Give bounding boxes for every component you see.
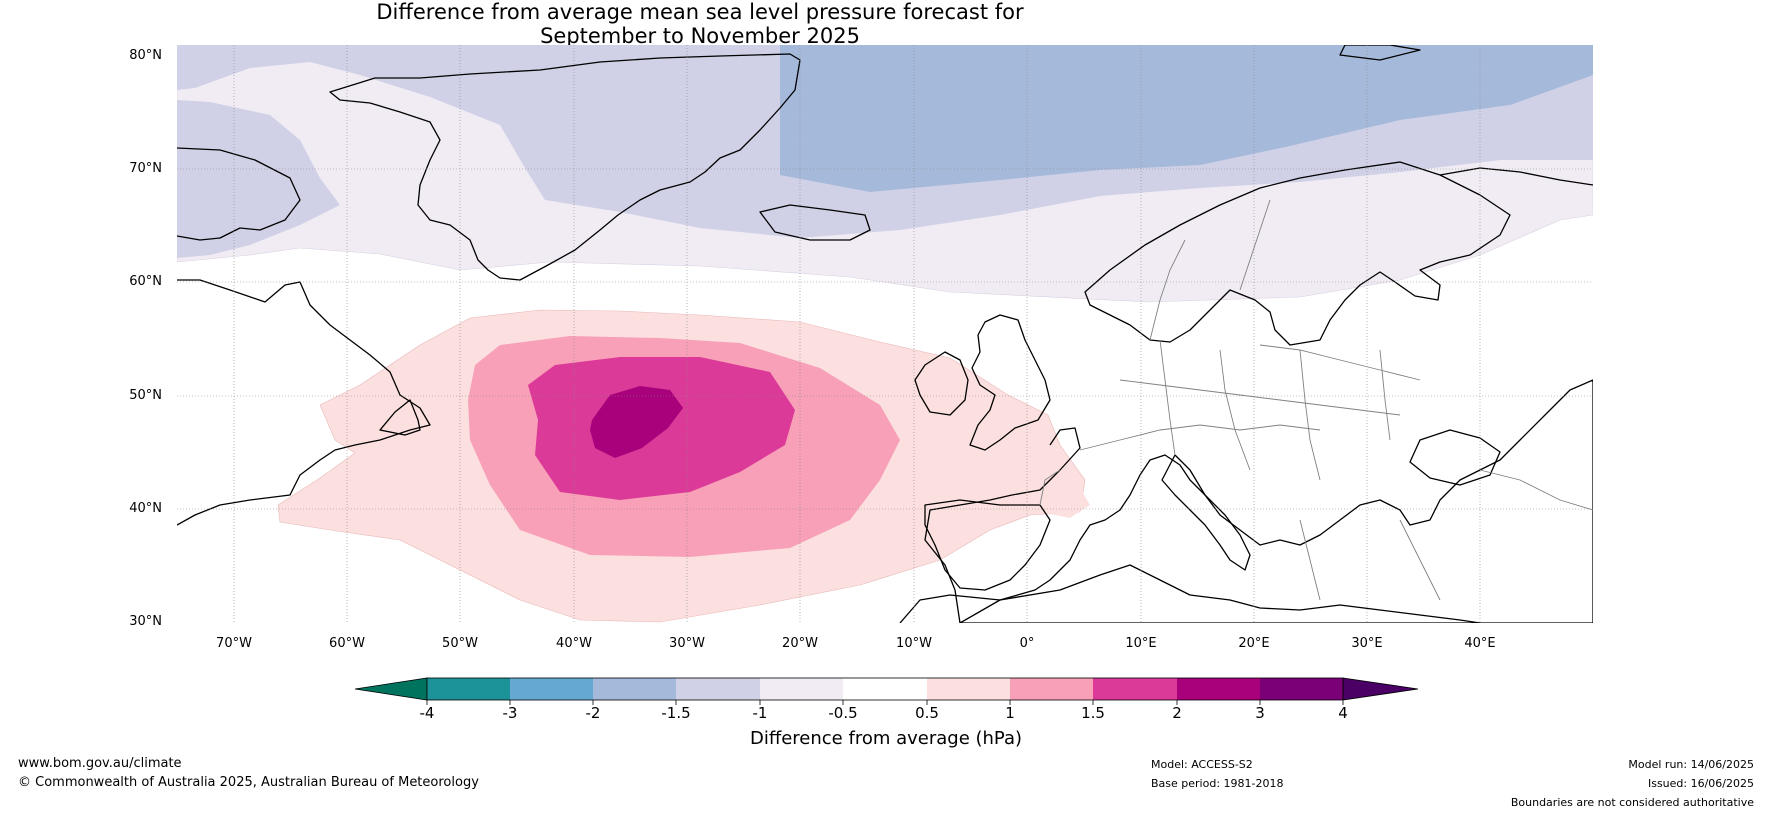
colorbar-bin-11 — [1260, 678, 1343, 700]
colorbar-label: 4 — [1338, 704, 1348, 722]
colorbar-title: Difference from average (hPa) — [749, 728, 1023, 749]
svalbard-coast — [1339, 45, 1421, 61]
lon-label-10e: 10°E — [1125, 636, 1157, 651]
lat-label-60n: 60°N — [129, 274, 162, 289]
colorbar-label: -2 — [585, 704, 601, 722]
footer-model-run: Model run: 14/06/2025 — [1628, 758, 1754, 771]
lon-label-20w: 20°W — [782, 636, 818, 651]
footer-base-period: Base period: 1981-2018 — [1151, 777, 1284, 790]
europe-coast — [924, 379, 1593, 623]
africa-coast — [899, 564, 1481, 623]
neg-anomaly-1-15-west — [177, 100, 340, 258]
lat-label-80n: 80°N — [129, 48, 162, 63]
colorbar-extend-high — [1342, 677, 1419, 701]
lon-label-60w: 60°W — [329, 636, 365, 651]
iberia-coast — [924, 499, 1051, 591]
colorbar-bin-3 — [593, 678, 676, 700]
colorbar-label: 0.5 — [915, 704, 939, 722]
colorbar-label: -3 — [502, 704, 518, 722]
colorbar-label: -4 — [419, 704, 435, 722]
footer-url: www.bom.gov.au/climate — [18, 756, 182, 771]
footer-issued: Issued: 16/06/2025 — [1647, 777, 1754, 790]
lon-label-10w: 10°W — [896, 636, 932, 651]
lon-label-40e: 40°E — [1464, 636, 1496, 651]
colorbar-bin-5 — [760, 678, 843, 700]
colorbar-label: -1.5 — [661, 704, 691, 722]
colorbar-ticks — [426, 700, 1344, 705]
colorbar — [354, 677, 1419, 705]
country-borders — [1039, 199, 1593, 601]
pos-anomaly-05-1-med — [1040, 488, 1090, 518]
lon-label-70w: 70°W — [216, 636, 252, 651]
footer-copyright: © Commonwealth of Australia 2025, Austra… — [18, 775, 479, 790]
iceland-coast — [759, 204, 871, 241]
labrador-coast — [177, 279, 431, 526]
colorbar-label: 3 — [1255, 704, 1265, 722]
footer-disclaimer: Boundaries are not considered authoritat… — [1510, 796, 1754, 809]
chart-title: Difference from average mean sea level p… — [0, 0, 1400, 48]
greenland-coast — [329, 53, 801, 281]
colorbar-bin-6 — [843, 678, 927, 700]
map-panel — [177, 45, 1593, 623]
newfoundland-coast — [379, 399, 421, 436]
lon-label-40w: 40°W — [556, 636, 592, 651]
colorbar-bin-8 — [1010, 678, 1093, 700]
lon-label-30w: 30°W — [669, 636, 705, 651]
colorbar-bin-9 — [1093, 678, 1177, 700]
title-line-1: Difference from average mean sea level p… — [376, 0, 1024, 24]
colorbar-bin-10 — [1177, 678, 1260, 700]
colorbar-bin-7 — [927, 678, 1010, 700]
pos-anomaly-2-3 — [590, 386, 683, 458]
lon-label-0: 0° — [1019, 636, 1035, 651]
lat-label-30n: 30°N — [129, 614, 162, 629]
lat-label-40n: 40°N — [129, 501, 162, 516]
britain-coast — [969, 314, 1051, 451]
italy-coast — [1161, 454, 1251, 571]
lon-label-30e: 30°E — [1351, 636, 1383, 651]
graticule — [177, 45, 1593, 623]
colorbar-bin-2 — [510, 678, 593, 700]
coastlines — [177, 45, 1593, 623]
title-line-2: September to November 2025 — [540, 24, 860, 48]
colorbar-extend-low — [354, 677, 428, 701]
lon-label-20e: 20°E — [1238, 636, 1270, 651]
black-sea-coast — [1409, 429, 1501, 486]
colorbar-label: -0.5 — [828, 704, 858, 722]
ireland-coast — [914, 351, 969, 416]
scandinavia-coast — [1084, 161, 1511, 346]
lat-label-50n: 50°N — [129, 388, 162, 403]
colorbar-label: 1 — [1005, 704, 1015, 722]
colorbar-label: 2 — [1172, 704, 1182, 722]
baffin-coast — [177, 147, 301, 241]
neg-anomaly-15-2 — [780, 45, 1593, 192]
colorbar-outline — [426, 677, 1344, 701]
colorbar-bin-1 — [427, 678, 510, 700]
colorbar-label: 1.5 — [1081, 704, 1105, 722]
footer-model: Model: ACCESS-S2 — [1151, 758, 1253, 771]
lon-label-50w: 50°W — [442, 636, 478, 651]
colorbar-bin-4 — [676, 678, 760, 700]
kola-coast — [1439, 167, 1593, 186]
colorbar-label: -1 — [752, 704, 768, 722]
lat-label-70n: 70°N — [129, 161, 162, 176]
